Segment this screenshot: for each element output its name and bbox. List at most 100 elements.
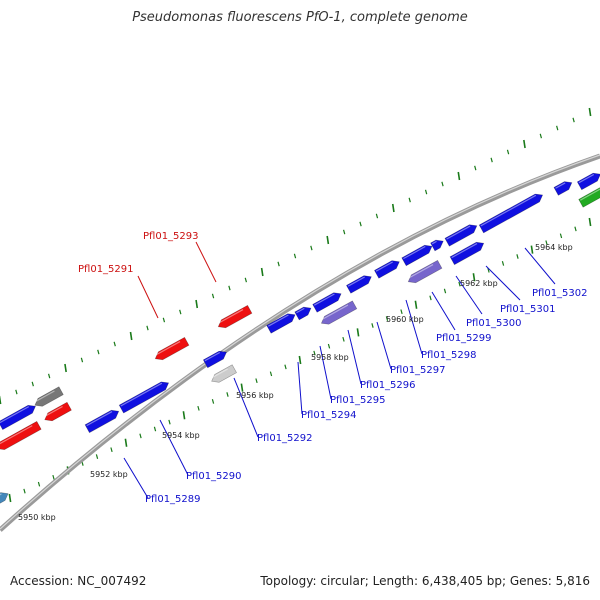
gene-arrow[interactable] bbox=[0, 490, 10, 505]
major-tick bbox=[523, 139, 526, 149]
minor-tick bbox=[146, 325, 149, 331]
gene-arrow[interactable] bbox=[406, 259, 443, 285]
major-tick bbox=[240, 383, 244, 392]
gene-label-leader bbox=[376, 321, 392, 370]
major-tick bbox=[124, 438, 128, 447]
gene-label-leader bbox=[137, 275, 159, 319]
gene-label-leader bbox=[524, 247, 556, 285]
gene-arrow[interactable] bbox=[430, 237, 446, 252]
gene-arrow[interactable] bbox=[553, 179, 574, 196]
minor-tick bbox=[424, 189, 428, 195]
gene-label-leader bbox=[485, 265, 521, 301]
gene-label[interactable]: Pfl01_5299 bbox=[436, 333, 492, 344]
minor-tick bbox=[211, 293, 215, 299]
gene-label[interactable]: Pfl01_5295 bbox=[330, 395, 386, 406]
gene-arrow[interactable] bbox=[118, 379, 171, 414]
minor-tick bbox=[443, 288, 447, 294]
gene-label[interactable]: Pfl01_5298 bbox=[421, 350, 477, 361]
minor-tick bbox=[293, 253, 297, 259]
gene-label[interactable]: Pfl01_5297 bbox=[390, 365, 446, 376]
gene-arrow[interactable] bbox=[449, 239, 486, 266]
gene-label[interactable]: Pfl01_5293 bbox=[143, 231, 199, 242]
minor-tick bbox=[545, 240, 548, 246]
gene-layer bbox=[0, 170, 600, 505]
minor-tick bbox=[179, 309, 182, 315]
gene-arrow[interactable] bbox=[444, 222, 479, 247]
gene-label[interactable]: Pfl01_5294 bbox=[301, 410, 357, 421]
minor-tick bbox=[487, 267, 490, 273]
accession-text: Accession: NC_007492 bbox=[10, 574, 147, 588]
major-tick bbox=[326, 235, 330, 245]
gene-arrow[interactable] bbox=[0, 402, 38, 431]
kbp-scale-label: 5954 kbp bbox=[162, 431, 200, 440]
gene-arrow[interactable] bbox=[374, 258, 401, 279]
genome-backbone bbox=[0, 153, 600, 532]
major-tick bbox=[195, 299, 199, 309]
minor-tick bbox=[385, 316, 389, 321]
kbp-scale-label: 5956 kbp bbox=[236, 391, 274, 400]
gene-arrow[interactable] bbox=[319, 300, 358, 327]
gene-label[interactable]: Pfl01_5289 bbox=[145, 494, 201, 505]
minor-tick bbox=[277, 261, 280, 267]
minor-tick bbox=[139, 433, 142, 439]
tick-layer bbox=[0, 107, 592, 503]
minor-tick bbox=[15, 389, 18, 395]
minor-tick bbox=[228, 285, 231, 291]
kbp-scale-label: 5962 kbp bbox=[460, 279, 498, 288]
gene-label-leader bbox=[455, 275, 483, 315]
minor-tick bbox=[556, 125, 559, 131]
gene-arrow[interactable] bbox=[266, 311, 298, 334]
gene-label[interactable]: Pfl01_5296 bbox=[360, 380, 416, 391]
minor-tick bbox=[474, 165, 477, 171]
gene-arrow[interactable] bbox=[209, 364, 237, 385]
major-tick bbox=[8, 493, 12, 503]
minor-tick bbox=[506, 149, 510, 155]
gene-label[interactable]: Pfl01_5302 bbox=[532, 288, 588, 299]
gene-arrow[interactable] bbox=[0, 421, 42, 452]
gene-arrow[interactable] bbox=[578, 185, 600, 208]
gene-label[interactable]: Pfl01_5300 bbox=[466, 318, 522, 329]
gene-arrow[interactable] bbox=[33, 386, 64, 409]
major-tick bbox=[414, 300, 418, 309]
gene-label[interactable]: Pfl01_5290 bbox=[186, 471, 242, 482]
gene-arrow[interactable] bbox=[401, 242, 434, 267]
map-title: Pseudomonas fluorescens PfO-1, complete … bbox=[132, 10, 468, 25]
gene-arrow[interactable] bbox=[43, 401, 72, 423]
gene-arrow[interactable] bbox=[153, 336, 190, 362]
major-tick bbox=[588, 217, 592, 227]
gene-arrow[interactable] bbox=[576, 170, 600, 191]
major-tick bbox=[129, 331, 133, 341]
minor-tick bbox=[244, 277, 248, 283]
genome-backbone-highlight bbox=[0, 154, 600, 530]
minor-tick bbox=[284, 364, 287, 370]
minor-tick bbox=[110, 447, 113, 453]
minor-tick bbox=[97, 349, 100, 355]
gene-arrow[interactable] bbox=[346, 273, 373, 294]
genome-summary-text: Topology: circular; Length: 6,438,405 bp… bbox=[260, 574, 590, 588]
minor-tick bbox=[516, 254, 519, 259]
gene-label[interactable]: Pfl01_5292 bbox=[257, 433, 313, 444]
gene-arrow[interactable] bbox=[294, 304, 313, 321]
gene-arrow[interactable] bbox=[216, 304, 253, 330]
gene-label[interactable]: Pfl01_5291 bbox=[78, 264, 134, 275]
minor-tick bbox=[197, 405, 200, 411]
minor-tick bbox=[342, 336, 345, 342]
minor-tick bbox=[375, 213, 379, 219]
gene-arrow[interactable] bbox=[202, 348, 228, 369]
gene-arrow[interactable] bbox=[478, 191, 545, 234]
gene-label-leader bbox=[123, 457, 149, 499]
gene-label-leader bbox=[297, 361, 303, 415]
minor-tick bbox=[310, 245, 313, 251]
gene-arrow[interactable] bbox=[312, 290, 344, 313]
gene-label[interactable]: Pfl01_5301 bbox=[500, 304, 556, 315]
minor-tick bbox=[168, 419, 171, 425]
minor-tick bbox=[342, 229, 346, 235]
minor-tick bbox=[52, 474, 55, 480]
gene-arrow[interactable] bbox=[84, 407, 121, 434]
minor-tick bbox=[359, 221, 362, 227]
minor-tick bbox=[313, 350, 316, 356]
minor-tick bbox=[501, 261, 505, 266]
minor-tick bbox=[458, 281, 461, 287]
